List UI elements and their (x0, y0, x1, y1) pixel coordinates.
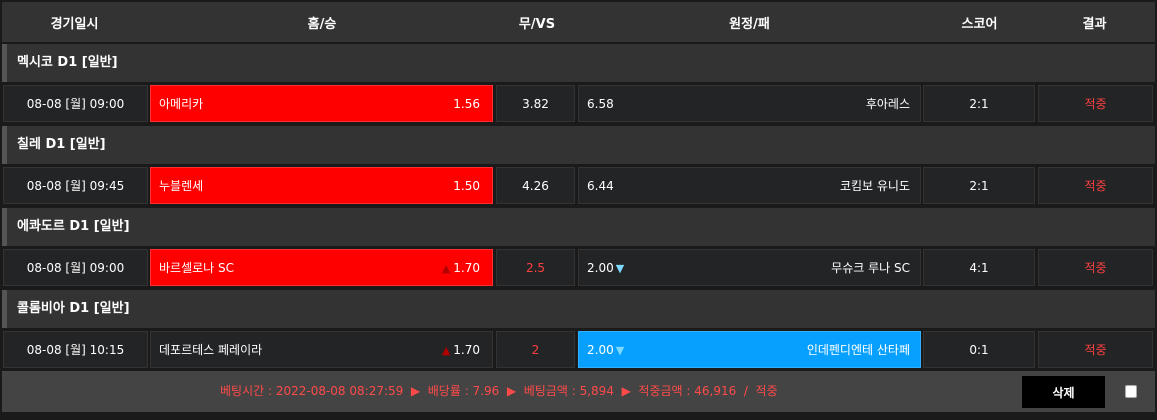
league-header: 멕시코 D1 [일반] (2, 44, 1155, 82)
away-odds: 6.58 (587, 96, 614, 111)
draw-odds-button[interactable]: 2.5 (496, 249, 575, 286)
away-team: 무슈크 루나 SC (831, 261, 910, 275)
home-team: 누블렌세 (159, 179, 204, 193)
header-draw: 무/VS (518, 16, 556, 32)
away-team: 코킴보 유니도 (839, 179, 910, 193)
match-row: 08-08 [월] 09:45 누블렌세 1.50 4.26 6.44 코킴보 … (0, 167, 1157, 204)
match-date: 08-08 [월] 09:45 (3, 167, 148, 204)
arrow-up-icon: ▲ (441, 343, 451, 357)
arrow-down-icon: ▼ (615, 343, 625, 357)
arrow-up-icon: ▲ (441, 261, 451, 275)
away-win-odds-button[interactable]: 2.00 ▼ 인데펜디엔테 산타페 (578, 331, 921, 368)
away-win-odds-button[interactable]: 6.58 후아레스 (578, 85, 921, 122)
away-win-odds-button[interactable]: 2.00 ▼ 무슈크 루나 SC (578, 249, 921, 286)
header-date: 경기일시 (50, 16, 99, 32)
match-score: 2:1 (923, 85, 1035, 122)
header-result: 결과 (1082, 16, 1107, 32)
league-header: 콜롬비아 D1 [일반] (2, 290, 1155, 328)
match-score: 0:1 (923, 331, 1035, 368)
header-score: 스코어 (961, 16, 998, 32)
table-header: 경기일시 홈/승 무/VS 원정/패 스코어 결과 (2, 2, 1155, 42)
match-score: 2:1 (923, 167, 1035, 204)
match-date: 08-08 [월] 09:00 (3, 249, 148, 286)
header-home: 홈/승 (307, 16, 337, 32)
league-header: 에콰도르 D1 [일반] (2, 208, 1155, 246)
away-odds: 2.00 (587, 260, 614, 275)
arrow-down-icon: ▼ (615, 261, 625, 275)
home-odds: 1.50 (453, 178, 480, 193)
match-date: 08-08 [월] 10:15 (3, 331, 148, 368)
away-odds: 2.00 (587, 342, 614, 357)
home-team: 아메리카 (159, 97, 204, 111)
bet-summary-text: 베팅시간 : 2022-08-08 08:27:59 ▶ 배당률 : 7.96 … (220, 384, 778, 398)
select-checkbox[interactable] (1125, 385, 1137, 398)
match-result: 적중 (1038, 249, 1153, 286)
home-win-odds-button[interactable]: 데포르테스 페레이라 ▲ 1.70 (150, 331, 493, 368)
away-team: 후아레스 (865, 97, 910, 111)
draw-odds-button[interactable]: 2 (496, 331, 575, 368)
away-team: 인데펜디엔테 산타페 (806, 343, 910, 357)
home-team: 데포르테스 페레이라 (159, 343, 263, 357)
header-away: 원정/패 (729, 16, 770, 32)
away-win-odds-button[interactable]: 6.44 코킴보 유니도 (578, 167, 921, 204)
league-header: 칠레 D1 [일반] (2, 126, 1155, 164)
match-result: 적중 (1038, 331, 1153, 368)
home-win-odds-button[interactable]: 바르셀로나 SC ▲ 1.70 (150, 249, 493, 286)
match-result: 적중 (1038, 85, 1153, 122)
match-date: 08-08 [월] 09:00 (3, 85, 148, 122)
delete-button[interactable]: 삭제 (1022, 376, 1105, 408)
match-row: 08-08 [월] 09:00 아메리카 1.56 3.82 6.58 후아레스… (0, 85, 1157, 122)
match-row: 08-08 [월] 09:00 바르셀로나 SC ▲ 1.70 2.5 2.00 ▼… (0, 249, 1157, 286)
match-score: 4:1 (923, 249, 1035, 286)
draw-odds-button[interactable]: 3.82 (496, 85, 575, 122)
home-team: 바르셀로나 SC (159, 261, 235, 275)
home-odds: 1.56 (453, 96, 480, 111)
home-odds: 1.70 (453, 342, 480, 357)
match-row: 08-08 [월] 10:15 데포르테스 페레이라 ▲ 1.70 2 2.00 ▼… (0, 331, 1157, 368)
match-result: 적중 (1038, 167, 1153, 204)
draw-odds-button[interactable]: 4.26 (496, 167, 575, 204)
home-win-odds-button[interactable]: 아메리카 1.56 (150, 85, 493, 122)
home-win-odds-button[interactable]: 누블렌세 1.50 (150, 167, 493, 204)
home-odds: 1.70 (453, 260, 480, 275)
bet-summary-bar: 베팅시간 : 2022-08-08 08:27:59 ▶ 배당률 : 7.96 … (2, 371, 1155, 412)
away-odds: 6.44 (587, 178, 614, 193)
